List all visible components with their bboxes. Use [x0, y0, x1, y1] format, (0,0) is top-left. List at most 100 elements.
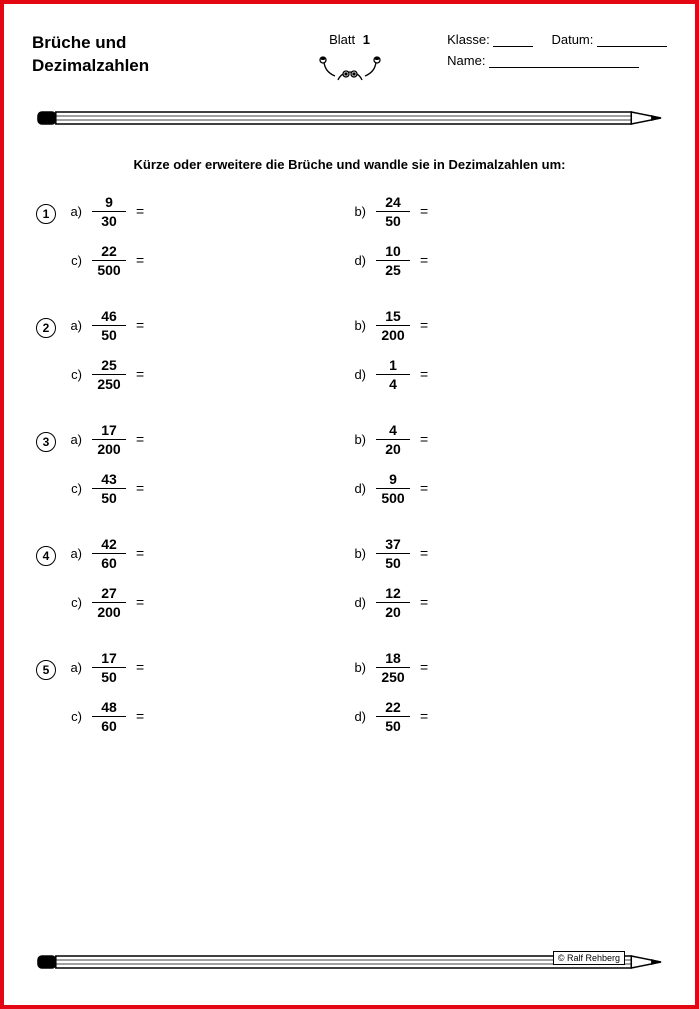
fraction: 17200 [92, 422, 126, 457]
problem-group: 2a)4650=b)15200=c)25250=d)14= [36, 308, 657, 392]
numerator: 27 [97, 585, 121, 602]
blatt-num: 1 [363, 32, 370, 47]
klasse-label: Klasse: [447, 32, 490, 47]
worksheet-title: Brüche und Dezimalzahlen [32, 32, 149, 78]
problem-item: a) 17200 = [62, 422, 144, 457]
denominator: 50 [97, 326, 121, 343]
sub-label: a) [62, 318, 86, 333]
sub-label: a) [62, 432, 86, 447]
sub-label: a) [62, 204, 86, 219]
numerator: 10 [381, 243, 405, 260]
equals-sign: = [420, 659, 428, 675]
numerator: 42 [97, 536, 121, 553]
fraction: 4350 [92, 471, 126, 506]
denominator: 50 [97, 668, 121, 685]
equals-sign: = [136, 594, 144, 610]
sub-label: d) [346, 367, 370, 382]
fraction: 25250 [92, 357, 126, 392]
equals-sign: = [420, 480, 428, 496]
numerator: 18 [381, 650, 405, 667]
problem-item: d) 9500 = [346, 471, 428, 506]
denominator: 200 [93, 440, 124, 457]
denominator: 250 [93, 375, 124, 392]
fraction: 3750 [376, 536, 410, 571]
problem-item: d)1220= [346, 585, 428, 620]
problem-item: c)4860= [62, 699, 144, 734]
sub-label: d) [346, 481, 370, 496]
numerator: 4 [385, 422, 401, 439]
equals-sign: = [420, 431, 428, 447]
sub-label: b) [346, 432, 370, 447]
equals-sign: = [136, 545, 144, 561]
problem-item: b)2450= [346, 194, 428, 229]
equals-sign: = [420, 252, 428, 268]
denominator: 500 [93, 261, 124, 278]
equals-sign: = [136, 708, 144, 724]
sub-label: c) [62, 595, 86, 610]
problem-row: c)25250=d)14= [36, 357, 657, 392]
problem-row: 3a)17200=b)420= [36, 422, 657, 457]
numerator: 17 [97, 422, 121, 439]
blatt-label: Blatt [329, 32, 355, 47]
fraction: 27200 [92, 585, 126, 620]
sub-label: b) [346, 318, 370, 333]
sub-label: c) [62, 481, 86, 496]
numerator: 17 [97, 650, 121, 667]
problem-item: d)2250= [346, 699, 428, 734]
sub-label: c) [62, 709, 86, 724]
sub-label: d) [346, 595, 370, 610]
sub-label: c) [62, 253, 86, 268]
fraction: 420 [376, 422, 410, 457]
problem-row: c) 4350 = d) 9500 = [36, 471, 657, 506]
copyright: © Ralf Rehberg [553, 951, 625, 965]
sub-label: b) [346, 660, 370, 675]
equals-sign: = [136, 366, 144, 382]
denominator: 60 [97, 554, 121, 571]
numerator: 25 [97, 357, 121, 374]
denominator: 50 [97, 489, 121, 506]
numerator: 24 [381, 194, 405, 211]
title-line-2: Dezimalzahlen [32, 55, 149, 78]
datum-field[interactable] [597, 35, 667, 47]
sub-label: b) [346, 546, 370, 561]
equals-sign: = [420, 203, 428, 219]
title-line-1: Brüche und [32, 32, 149, 55]
problem-item: a)1750= [62, 650, 144, 685]
group-number: 4 [36, 546, 56, 566]
denominator: 50 [381, 554, 405, 571]
numerator: 12 [381, 585, 405, 602]
denominator: 500 [377, 489, 408, 506]
problem-row: c)22500=d)1025= [36, 243, 657, 278]
fraction: 930 [92, 194, 126, 229]
problem-item: d)1025= [346, 243, 428, 278]
problem-group: 1a)930=b)2450=c)22500=d)1025= [36, 194, 657, 278]
sub-label: d) [346, 253, 370, 268]
equals-sign: = [136, 431, 144, 447]
fraction: 22500 [92, 243, 126, 278]
numerator: 9 [385, 471, 401, 488]
equals-sign: = [420, 366, 428, 382]
fraction: 4260 [92, 536, 126, 571]
sub-label: a) [62, 546, 86, 561]
worksheet-page: Brüche und Dezimalzahlen Klasse: Datum: … [0, 0, 699, 1009]
problem-row: c)27200=d)1220= [36, 585, 657, 620]
problem-row: 5a)1750=b)18250= [36, 650, 657, 685]
numerator: 46 [97, 308, 121, 325]
datum-label: Datum: [551, 32, 593, 47]
problem-item: b) 420 = [346, 422, 428, 457]
equals-sign: = [420, 594, 428, 610]
denominator: 50 [381, 717, 405, 734]
problem-item: b) 18250 = [346, 650, 428, 685]
denominator: 250 [377, 668, 408, 685]
klasse-field[interactable] [493, 35, 533, 47]
fraction: 18250 [376, 650, 410, 685]
problem-group: 4a)4260=b)3750=c)27200=d)1220= [36, 536, 657, 620]
problem-row: c)4860= d)2250= [36, 699, 657, 734]
equals-sign: = [136, 480, 144, 496]
equals-sign: = [136, 317, 144, 333]
numerator: 22 [97, 243, 121, 260]
name-field[interactable] [489, 56, 639, 68]
problem-item: c)22500= [62, 243, 144, 278]
equals-sign: = [136, 659, 144, 675]
fraction: 14 [376, 357, 410, 392]
